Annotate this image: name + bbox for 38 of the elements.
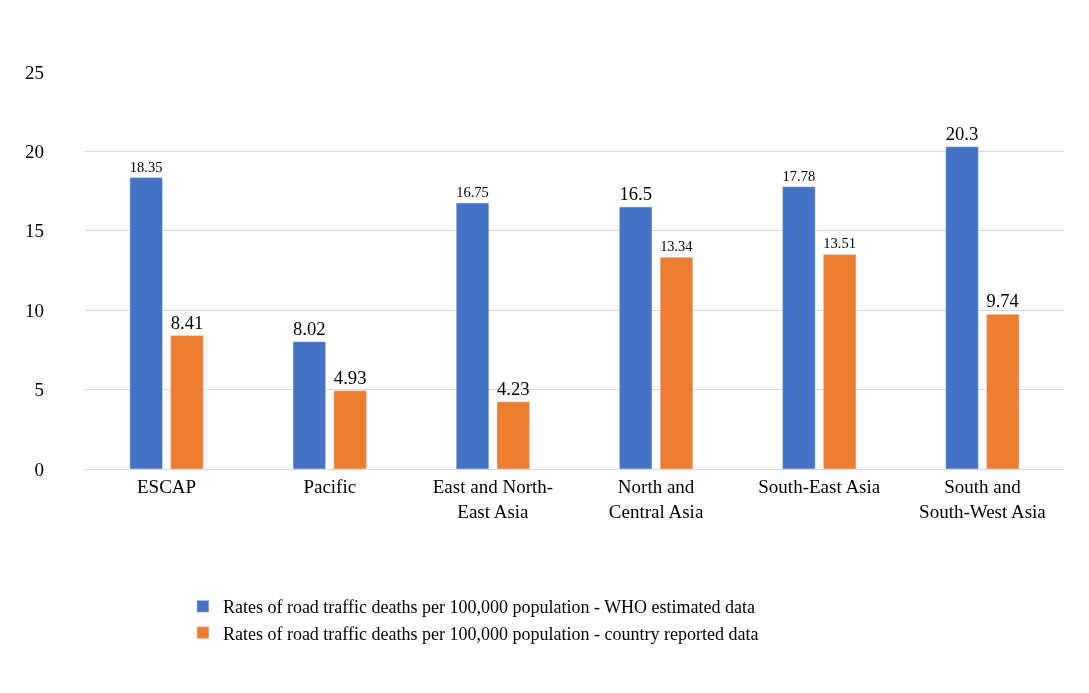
data-label: 9.74 <box>986 291 1019 312</box>
data-label: 4.23 <box>497 377 530 399</box>
data-label: 16.5 <box>619 183 652 205</box>
bar <box>782 186 816 469</box>
bar <box>455 202 490 469</box>
data-label: 13.34 <box>660 238 693 255</box>
x-tick-label: ESCAP <box>137 475 197 497</box>
bar <box>333 390 367 469</box>
y-tick-label: 25 <box>25 61 44 83</box>
data-label: 8.02 <box>293 317 326 339</box>
data-label: 13.51 <box>823 235 856 252</box>
data-label: 18.35 <box>129 158 163 175</box>
x-tick-label: East and North-East Asia <box>432 475 554 522</box>
bar <box>496 401 530 469</box>
data-label: 8.41 <box>170 311 204 333</box>
data-label: 17.78 <box>782 167 816 184</box>
bar <box>945 146 979 469</box>
legend-label: Rates of road traffic deaths per 100,000 population - WHO estimated data <box>222 597 756 618</box>
y-tick-label: 5 <box>34 379 44 401</box>
y-tick-label: 10 <box>25 299 44 321</box>
bar <box>823 254 857 469</box>
legend-label: Rates of road traffic deaths per 100,000 population - country reported data <box>222 623 759 644</box>
x-tick-label: North and Central Asia <box>608 475 704 522</box>
bar <box>619 206 653 469</box>
bar <box>170 335 204 469</box>
bar <box>986 314 1020 469</box>
data-label: 16.75 <box>456 183 489 200</box>
data-label: 4.93 <box>333 366 367 388</box>
x-tick-label: Pacific <box>303 475 357 497</box>
data-label: 20.3 <box>945 122 979 144</box>
bar <box>292 341 326 469</box>
x-tick-label: South and South-West Asia <box>919 475 1047 522</box>
bar <box>659 256 694 469</box>
y-tick-label: 20 <box>25 141 44 163</box>
bar <box>129 177 163 469</box>
y-tick-label: 15 <box>25 220 44 242</box>
y-tick-label: 0 <box>34 458 44 480</box>
x-tick-label: South-East Asia <box>758 475 881 497</box>
